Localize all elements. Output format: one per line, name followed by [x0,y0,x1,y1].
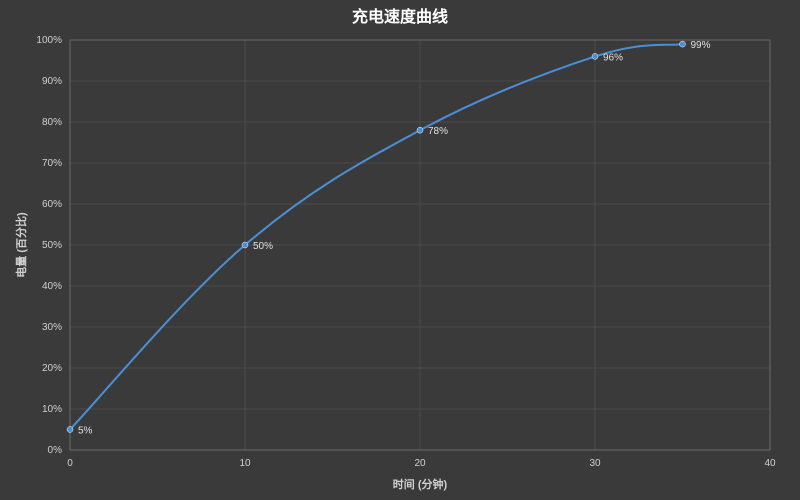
data-point-label: 99% [691,40,711,51]
data-point [417,127,423,133]
y-tick-label: 0% [48,445,63,456]
data-point [680,41,686,47]
y-tick-label: 60% [42,199,62,210]
x-tick-label: 10 [239,458,251,469]
data-point [67,427,73,433]
data-point-label: 78% [428,126,448,137]
x-tick-label: 30 [589,458,601,469]
y-tick-label: 10% [42,404,62,415]
y-tick-label: 50% [42,240,62,251]
x-axis-label: 时间 (分钟) [393,477,448,491]
data-point [242,242,248,248]
data-point [592,53,598,59]
data-point-label: 96% [603,52,623,63]
y-tick-label: 100% [36,35,62,46]
y-tick-label: 80% [42,117,62,128]
chart-container: 0% 10% 20% 30% 40% 50% 60% 70% 80% 90% 100% 0 10 20 30… [0,0,800,500]
x-tick-label: 40 [764,458,776,469]
charging-speed-chart: 0% 10% 20% 30% 40% 50% 60% 70% 80% 90% 100% 0 10 20 30… [0,0,800,500]
x-tick-label: 20 [414,458,426,469]
chart-title: 充电速度曲线 [352,7,448,26]
y-tick-label: 90% [42,76,62,87]
y-tick-label: 40% [42,281,62,292]
data-point-label: 50% [253,241,273,252]
y-tick-label: 30% [42,322,62,333]
y-axis-label: 电量 (百分比) [14,212,28,278]
y-tick-label: 70% [42,158,62,169]
x-tick-label: 0 [67,458,73,469]
y-tick-label: 20% [42,363,62,374]
data-point-label: 5% [78,426,93,437]
